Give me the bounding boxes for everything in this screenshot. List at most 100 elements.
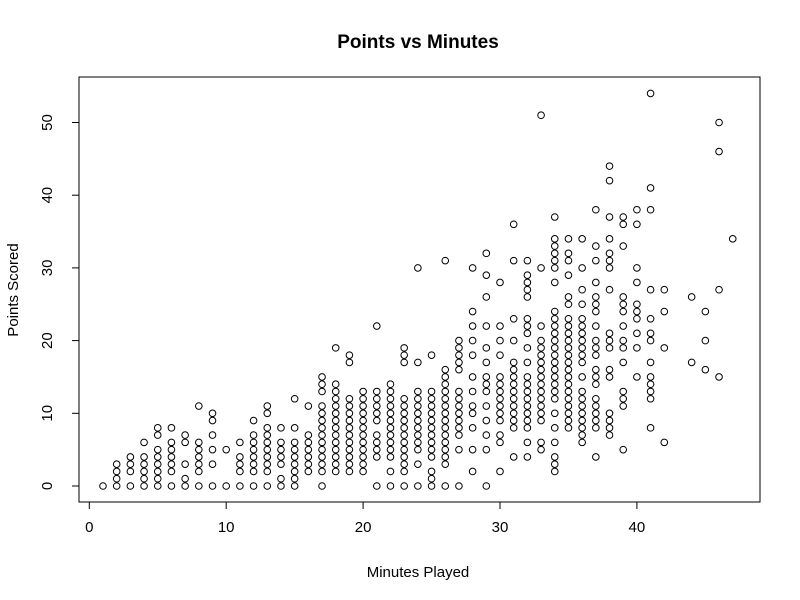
data-point [345,409,354,418]
data-point [318,431,326,439]
data-point [619,445,628,454]
data-point [496,409,504,418]
data-point [331,416,340,425]
data-point [564,394,573,403]
data-point [592,300,600,309]
data-point [482,482,491,490]
data-point [550,314,559,323]
data-point [564,314,573,323]
data-point [701,365,710,374]
data-point [482,431,491,439]
data-point [550,380,559,389]
data-point [126,453,135,461]
data-point [249,482,258,490]
data-point [372,402,381,410]
data-point [400,402,408,410]
data-point [263,409,272,418]
data-point [345,460,354,468]
data-point [140,453,148,461]
data-point [468,445,477,454]
y-tick-label: 0 [39,482,56,490]
data-point [550,256,559,265]
data-point [619,242,628,250]
data-point [605,264,614,272]
data-point [277,482,285,490]
data-point [400,482,408,490]
data-point [427,482,436,490]
data-point [249,460,258,468]
data-point [318,453,326,461]
data-point [646,89,655,98]
data-point [359,460,367,468]
data-point [523,380,532,389]
data-point [523,358,532,367]
data-point [496,467,504,476]
data-point [277,424,285,432]
data-point [400,409,408,418]
data-point [537,111,545,120]
data-point [400,453,408,461]
data-point [564,235,573,243]
data-point [509,416,518,425]
data-point [509,424,518,432]
data-point [564,416,573,425]
data-point [564,380,573,389]
data-point [537,264,545,272]
data-point [550,373,559,381]
data-point [263,460,272,468]
data-point [304,438,313,447]
data-point [701,336,710,345]
data-point [523,344,532,352]
data-point [263,402,272,410]
data-point [195,467,203,476]
data-point [715,147,723,156]
data-point [550,438,559,447]
data-point [592,205,600,214]
data-point [605,329,614,338]
data-point [592,365,600,374]
data-point [468,424,477,432]
data-point [646,394,655,403]
data-point [605,285,614,294]
data-point [592,402,600,410]
data-point [523,293,532,301]
data-point [523,271,532,279]
data-point [592,409,600,418]
data-point [496,416,504,425]
data-point [400,445,408,454]
data-point [441,424,450,432]
data-point [263,424,272,432]
data-point [482,416,491,425]
data-point [455,402,463,410]
data-point [441,438,450,447]
data-point [318,409,326,418]
data-point [153,431,162,439]
data-point [359,402,367,410]
data-point [427,409,436,418]
data-point [550,453,559,461]
data-point [687,358,696,367]
data-point [564,300,573,309]
data-point [715,118,723,127]
data-point [605,213,614,221]
data-point [195,460,203,468]
data-point [633,373,641,381]
data-point [578,402,586,410]
data-point [482,249,491,258]
data-point [468,322,477,330]
data-point [195,445,203,454]
data-point [153,460,162,468]
data-point [441,453,450,461]
data-point [427,453,436,461]
data-point [359,431,367,439]
data-point [550,336,559,345]
data-point [414,424,422,432]
data-point [345,424,354,432]
data-point [318,387,326,396]
data-point [550,358,559,367]
data-point [345,453,354,461]
data-point [619,358,628,367]
data-point [386,482,395,490]
data-point [550,344,559,352]
data-point [687,293,696,301]
